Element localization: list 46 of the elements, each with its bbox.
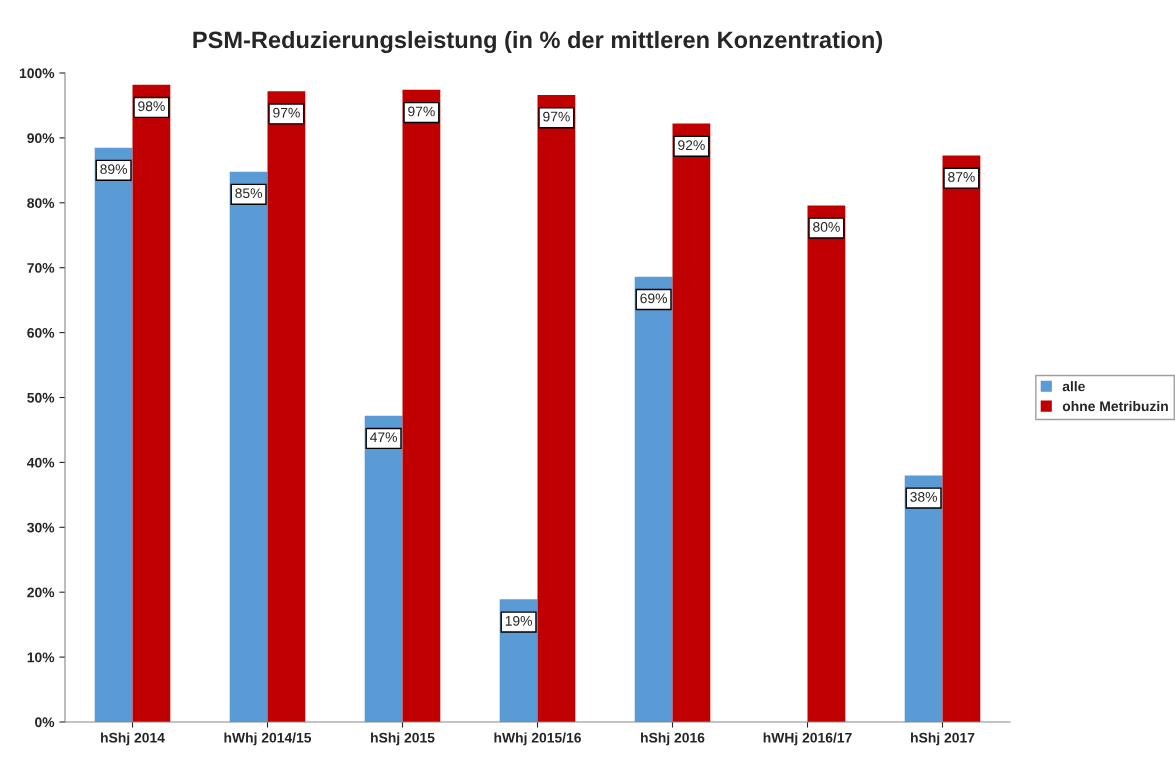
- bar: [94, 147, 133, 722]
- data-label: 98%: [138, 101, 165, 112]
- y-tick-label: 0%: [35, 717, 55, 728]
- bar: [634, 276, 673, 722]
- data-label: 80%: [813, 222, 840, 232]
- bar: [402, 89, 441, 722]
- x-tick-label: hWHj 2016/17: [763, 732, 852, 746]
- data-label: 97%: [543, 111, 570, 122]
- y-tick-label: 50%: [27, 392, 55, 403]
- x-tick-label: hShj 2015: [371, 732, 435, 746]
- data-label: 92%: [678, 140, 705, 151]
- legend-label: alle: [1062, 381, 1085, 392]
- y-tick-label: 100%: [19, 68, 55, 79]
- y-tick-label: 40%: [27, 457, 55, 468]
- y-tick-label: 10%: [27, 652, 55, 663]
- data-label: 69%: [640, 293, 668, 304]
- y-tick-label: 80%: [27, 198, 55, 208]
- legend-label: ohne Metribuzin: [1062, 400, 1168, 412]
- y-tick-label: 30%: [27, 522, 55, 533]
- bar: [904, 475, 943, 722]
- x-tick-label: hShj 2014: [101, 732, 165, 746]
- x-tick-label: hShj 2017: [911, 732, 975, 746]
- data-label: 19%: [505, 615, 533, 626]
- bar: [942, 155, 981, 722]
- bar: [132, 84, 171, 722]
- y-tick-label: 60%: [27, 327, 55, 338]
- x-tick-label: hWhj 2015/16: [494, 732, 581, 746]
- data-label: 85%: [235, 188, 263, 199]
- data-label: 87%: [948, 172, 975, 182]
- bar: [537, 95, 576, 722]
- x-tick-label: hShj 2016: [641, 732, 705, 746]
- bar: [807, 205, 846, 722]
- y-tick-label: 20%: [27, 587, 55, 598]
- x-tick-label: hWhj 2014/15: [224, 732, 312, 746]
- bar: [229, 171, 268, 722]
- y-tick-label: 90%: [27, 133, 55, 144]
- data-label: 89%: [100, 164, 128, 175]
- data-label: 97%: [408, 106, 435, 117]
- bar: [364, 415, 403, 722]
- chart-title: PSM-Reduzierungsleistung (in % der mittleren Konzentration): [193, 30, 882, 53]
- data-label: 47%: [370, 432, 398, 443]
- data-label: 38%: [910, 491, 938, 502]
- y-tick-label: 70%: [27, 263, 55, 273]
- bar: [672, 123, 711, 722]
- data-label: 97%: [273, 107, 300, 118]
- bar: [267, 91, 306, 722]
